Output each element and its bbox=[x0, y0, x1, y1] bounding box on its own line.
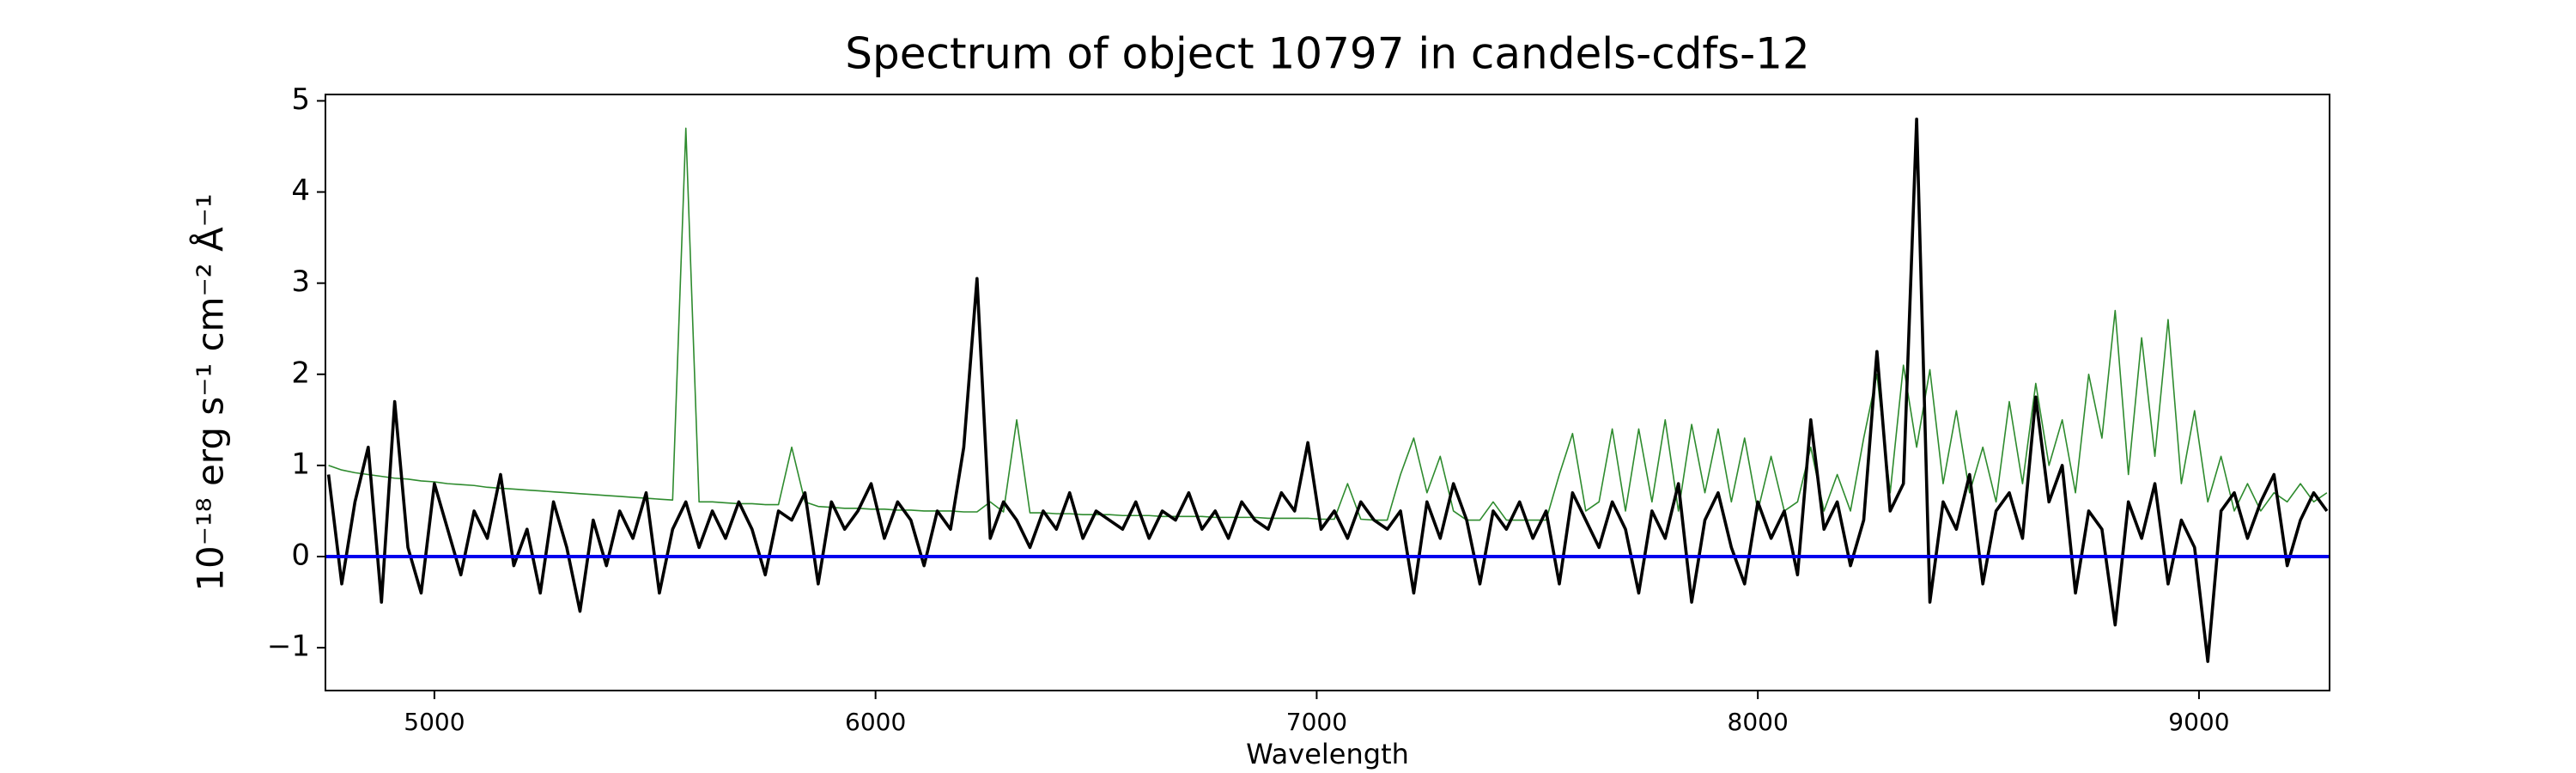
y-tick-label: 2 bbox=[291, 356, 310, 390]
spectrum-line bbox=[328, 127, 2328, 521]
chart-title: Spectrum of object 10797 in candels-cdfs… bbox=[845, 29, 1810, 79]
x-tick-label: 6000 bbox=[845, 708, 906, 736]
x-tick-label: 5000 bbox=[404, 708, 465, 736]
x-tick-label: 7000 bbox=[1286, 708, 1347, 736]
y-tick-label: 3 bbox=[291, 265, 310, 299]
y-tick-label: 0 bbox=[291, 539, 310, 573]
x-tick-label: 9000 bbox=[2168, 708, 2229, 736]
y-tick-label: 1 bbox=[291, 447, 310, 481]
x-axis-label: Wavelength bbox=[1246, 738, 1409, 770]
y-tick-label: −1 bbox=[267, 630, 310, 664]
y-tick-label: 5 bbox=[291, 82, 310, 117]
x-tick-label: 8000 bbox=[1728, 708, 1789, 736]
plot-frame bbox=[325, 94, 2330, 691]
y-tick-label: 4 bbox=[291, 173, 310, 208]
y-axis-label: 10⁻¹⁸ erg s⁻¹ cm⁻² Å⁻¹ bbox=[189, 193, 232, 591]
spectrum-line bbox=[326, 117, 2329, 663]
